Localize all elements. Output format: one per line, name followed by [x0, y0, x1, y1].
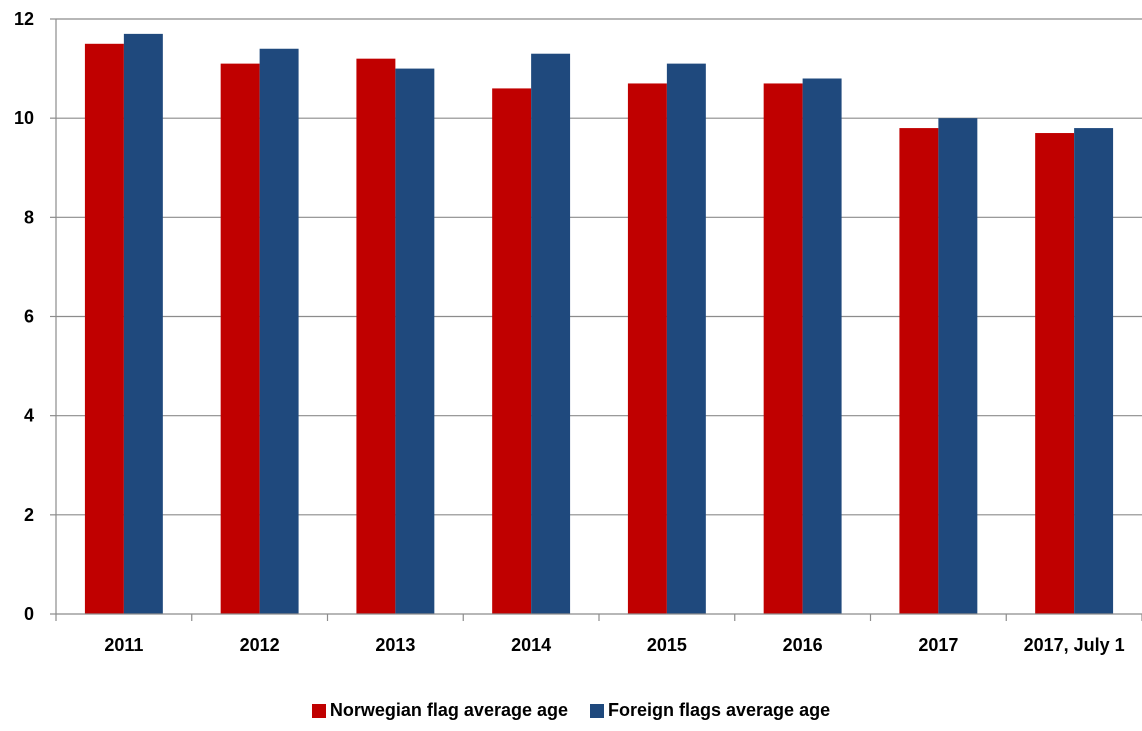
bar-foreign	[531, 53, 571, 615]
x-tick-label: 2017, July 1	[1024, 635, 1125, 655]
legend-item-norwegian: Norwegian flag average age	[311, 700, 568, 721]
bar-norwegian	[492, 88, 532, 614]
legend-item-foreign: Foreign flags average age	[590, 700, 830, 721]
x-tick-label: 2017	[918, 635, 958, 655]
bar-norwegian	[84, 43, 124, 614]
bar-foreign	[802, 78, 842, 614]
legend-label-norwegian: Norwegian flag average age	[329, 700, 568, 720]
bar-norwegian	[763, 83, 803, 615]
bar-norwegian	[627, 83, 667, 615]
y-tick-label: 8	[24, 207, 34, 227]
x-tick-label: 2013	[375, 635, 415, 655]
y-tick-label: 10	[14, 108, 34, 128]
bar-foreign	[123, 33, 163, 614]
bar-foreign	[395, 68, 435, 615]
bar-foreign	[259, 48, 299, 614]
x-tick-label: 2012	[240, 635, 280, 655]
x-tick-label: 2014	[511, 635, 551, 655]
y-tick-label: 6	[24, 307, 34, 327]
y-tick-label: 2	[24, 505, 34, 525]
bar-foreign	[666, 63, 706, 614]
y-tick-label: 0	[24, 604, 34, 624]
bar-chart: 0 2 4 6 8 10 12 2011 2012 2013 2014 2015 2016 2017 201…	[14, 9, 1142, 655]
y-tick-label: 12	[14, 9, 34, 29]
bar-norwegian	[356, 58, 396, 614]
bar-foreign	[1074, 128, 1114, 615]
bar-foreign	[938, 118, 978, 615]
x-tick-label: 2011	[104, 635, 143, 655]
bar-norwegian	[1035, 133, 1075, 614]
legend-swatch-foreign	[590, 703, 604, 718]
x-tick-label: 2016	[783, 635, 823, 655]
legend-swatch-norwegian	[311, 703, 326, 718]
bar-norwegian	[899, 128, 939, 615]
x-tick-label: 2015	[647, 635, 687, 655]
legend-label-foreign: Foreign flags average age	[608, 700, 831, 720]
legend: Norwegian flag average age Foreign flags…	[0, 700, 1142, 721]
y-tick-label: 4	[24, 406, 34, 426]
bar-norwegian	[220, 63, 260, 614]
